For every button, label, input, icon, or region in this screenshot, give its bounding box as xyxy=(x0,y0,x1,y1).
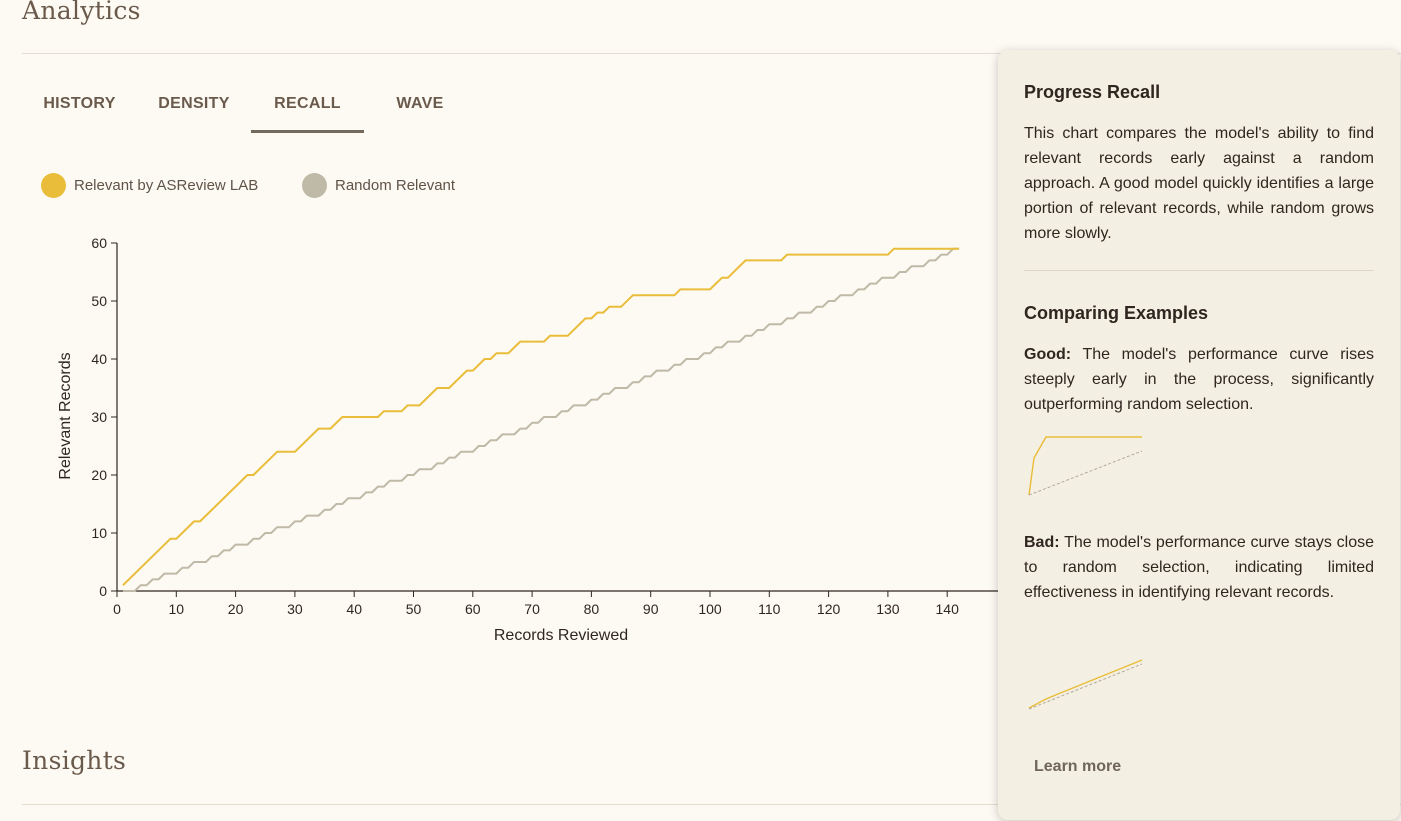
series-group xyxy=(122,247,960,592)
popover-description: This chart compares the model's ability … xyxy=(1024,125,1374,242)
y-tick-label: 10 xyxy=(91,525,107,541)
x-tick-label: 130 xyxy=(876,601,900,617)
series-line-random xyxy=(122,247,960,592)
popover-heading-progress-recall: Progress Recall xyxy=(1024,82,1161,102)
x-tick-label: 0 xyxy=(113,601,121,617)
x-tick-label: 110 xyxy=(758,601,781,617)
legend-label-asreview: Relevant by ASReview LAB xyxy=(74,176,259,194)
y-axis-label: Relevant Records xyxy=(57,352,74,479)
y-tick-label: 40 xyxy=(91,351,107,367)
y-tick-label: 50 xyxy=(91,293,107,309)
popover-bad-text: Bad: The model's performance curve stays… xyxy=(1024,530,1374,605)
good-label: Good: xyxy=(1024,346,1072,363)
chart-axes: 0 10 20 30 40 50 60 0 10 20 30 40 50 60 70 80 90 100 110 12… xyxy=(91,235,1000,617)
x-tick-label: 70 xyxy=(524,601,540,617)
bad-description: The model's performance curve stays clos… xyxy=(1024,534,1374,601)
x-tick-label: 100 xyxy=(698,601,722,617)
bad-label: Bad: xyxy=(1024,534,1060,551)
popover-good-text: Good: The model's performance curve rise… xyxy=(1024,342,1374,417)
good-example-chart xyxy=(1028,436,1143,496)
y-tick-label: 0 xyxy=(99,583,107,599)
bad-example-random-line xyxy=(1028,663,1143,710)
legend-label-random: Random Relevant xyxy=(335,176,456,194)
x-tick-label: 50 xyxy=(406,601,422,617)
x-tick-label: 20 xyxy=(228,601,244,617)
learn-more-link[interactable]: Learn more xyxy=(1034,758,1122,775)
x-tick-label: 60 xyxy=(465,601,481,617)
x-tick-label: 40 xyxy=(346,601,362,617)
bad-example-model-line xyxy=(1028,659,1143,709)
series-line-asreview xyxy=(122,247,960,586)
recall-chart: 0 10 20 30 40 50 60 0 10 20 30 40 50 60 70 80 90 100 110 12… xyxy=(57,235,1000,644)
x-tick-label: 140 xyxy=(936,601,960,617)
x-tick-label: 120 xyxy=(817,601,841,617)
recall-info-popover: Progress Recall This chart compares the … xyxy=(998,50,1400,820)
x-tick-label: 80 xyxy=(584,601,600,617)
legend-item-asreview[interactable]: Relevant by ASReview LAB xyxy=(41,172,258,198)
tab-recall[interactable]: RECALL xyxy=(251,78,364,133)
popover-heading-comparing: Comparing Examples xyxy=(1024,303,1209,323)
tab-density[interactable]: DENSITY xyxy=(158,95,230,112)
insights-title: Insights xyxy=(22,746,127,775)
x-tick-label: 90 xyxy=(643,601,659,617)
tab-wave[interactable]: WAVE xyxy=(396,95,444,112)
bad-example-chart xyxy=(1028,659,1143,710)
y-tick-label: 20 xyxy=(91,467,107,483)
y-tick-label: 30 xyxy=(91,409,107,425)
analytics-title: Analytics xyxy=(22,0,141,25)
popover-divider xyxy=(1024,270,1374,271)
good-description: The model's performance curve rises stee… xyxy=(1024,346,1374,413)
x-axis-label: Records Reviewed xyxy=(494,627,628,644)
x-tick-label: 30 xyxy=(287,601,303,617)
good-example-model-line xyxy=(1028,436,1142,496)
tab-history[interactable]: HISTORY xyxy=(43,95,116,112)
legend-item-random[interactable]: Random Relevant xyxy=(302,172,455,198)
x-tick-label: 10 xyxy=(169,601,185,617)
legend-dot-asreview xyxy=(41,172,66,198)
y-tick-label: 60 xyxy=(91,235,107,251)
good-example-random-line xyxy=(1028,450,1143,496)
legend-dot-random xyxy=(302,172,327,198)
section-divider xyxy=(22,53,1401,54)
section-divider-bottom xyxy=(22,804,1401,805)
